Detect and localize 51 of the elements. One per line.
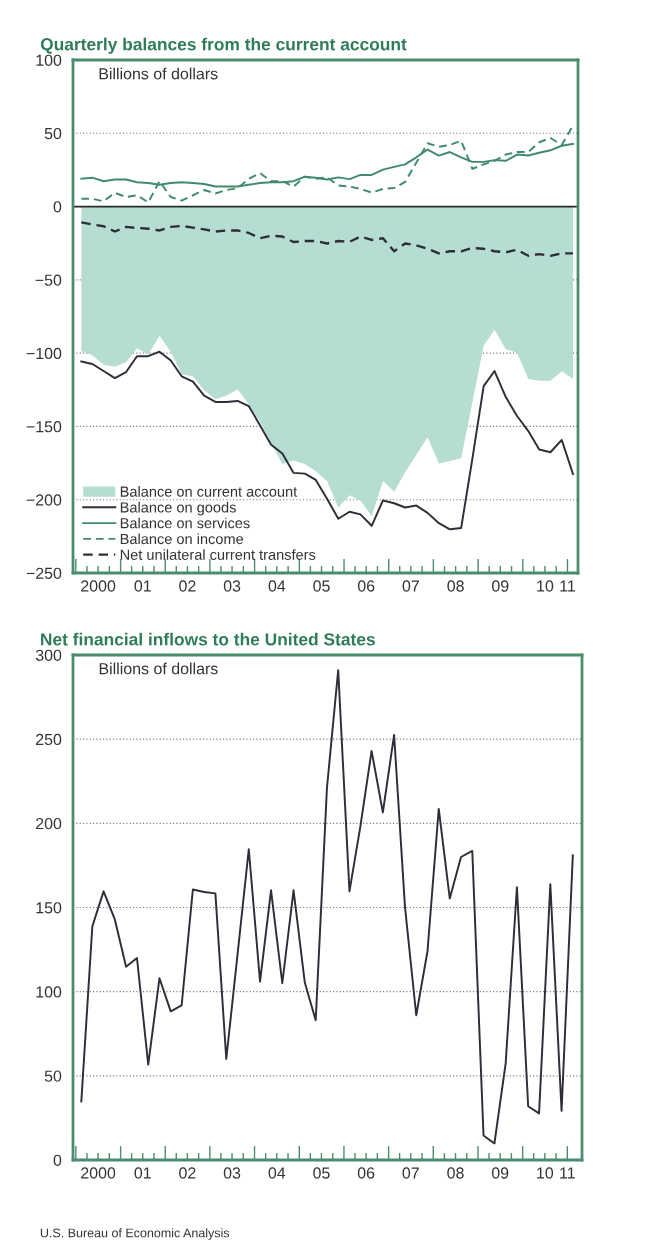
x-tick-label: 06 (357, 1167, 375, 1179)
x-tick-label: 02 (179, 580, 196, 592)
x-tick-label: 11 (560, 580, 575, 592)
y-tick-label: 50 (44, 1070, 62, 1082)
x-tick-label: 2000 (81, 1167, 116, 1179)
y-tick-label: −200 (26, 494, 62, 506)
y-tick-label: 250 (36, 733, 62, 746)
x-tick-label: 08 (447, 1167, 464, 1179)
y-tick-label: 100 (36, 54, 62, 66)
y-tick-label: 50 (44, 127, 62, 140)
x-tick-label: 09 (492, 580, 509, 592)
legend-label: Balance on income (120, 533, 244, 545)
x-tick-label: 08 (447, 580, 464, 592)
y-tick-label: 100 (36, 986, 62, 998)
text: U.S. Bureau of Economic Analysis (40, 1228, 230, 1240)
x-tick-label: 05 (313, 580, 330, 592)
x-tick-label: 01 (134, 580, 151, 592)
x-tick-label: 03 (223, 580, 241, 592)
y-tick-label: 200 (36, 817, 62, 830)
y-axis-title: Billions of dollars (99, 662, 218, 675)
x-tick-label: 07 (402, 580, 419, 592)
legend-label: Balance on services (120, 517, 250, 529)
x-tick-label: 07 (402, 1167, 419, 1179)
legend-label: Net unilateral current transfers (120, 549, 316, 560)
chart-title: Quarterly balances from the current account (40, 37, 407, 54)
legend-label: Balance on goods (120, 501, 236, 516)
x-tick-label: 04 (268, 580, 286, 592)
legend-label: Balance on current account (120, 486, 298, 497)
x-tick-label: 10 (537, 1167, 554, 1179)
x-tick-label: 2000 (81, 580, 116, 592)
x-tick-label: 09 (491, 1167, 509, 1179)
x-tick-label: 10 (537, 580, 554, 592)
x-tick-label: 04 (268, 1167, 286, 1179)
x-tick-label: 06 (357, 580, 375, 592)
x-tick-label: 03 (223, 1167, 241, 1179)
y-tick-label: −100 (26, 347, 62, 360)
y-tick-label: −250 (26, 567, 62, 579)
y-tick-label: 0 (53, 201, 62, 213)
y-tick-label: −50 (35, 274, 62, 286)
line-series (80, 350, 574, 531)
x-tick-label: 01 (134, 1167, 151, 1179)
line-series (80, 221, 575, 257)
y-tick-label: 150 (36, 902, 62, 914)
x-tick-label: 11 (560, 1167, 575, 1179)
y-axis-title: Billions of dollars (99, 67, 218, 80)
y-tick-label: −150 (26, 421, 62, 433)
x-tick-label: 02 (179, 1167, 196, 1179)
x-tick-label: 05 (313, 1167, 330, 1179)
y-tick-label: 300 (35, 649, 62, 661)
chart-title: Net financial inflows to the United States (41, 632, 375, 646)
y-tick-label: 0 (53, 1154, 62, 1166)
